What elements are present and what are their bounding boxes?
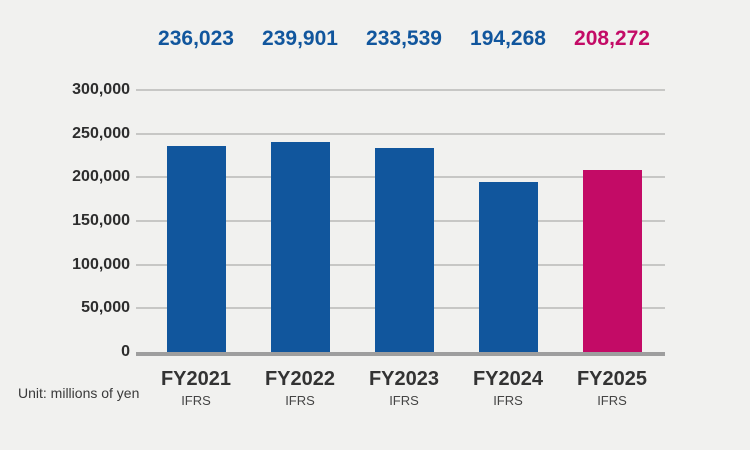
y-tick-label: 250,000 [72, 125, 130, 142]
bar-fy2023 [375, 148, 434, 352]
category-label-fy2022: FY2022 [264, 368, 336, 390]
category-label-fy2023: FY2023 [368, 368, 440, 390]
sublabel-fy2024: IFRS [493, 393, 523, 408]
category-label-fy2025: FY2025 [576, 368, 648, 390]
category-label-fy2021: FY2021 [160, 368, 232, 390]
unit-note-label: Unit: millions of yen [18, 385, 140, 401]
bar-fy2024 [479, 182, 538, 352]
bar-fy2021 [167, 146, 226, 352]
bar-fy2022 [271, 142, 330, 352]
x-axis-baseline [136, 352, 665, 356]
value-label-fy2023: 233,539 [366, 27, 442, 50]
y-tick-label: 0 [121, 343, 130, 360]
gridline [136, 89, 665, 91]
y-tick-label: 100,000 [72, 256, 130, 273]
value-label-fy2025: 208,272 [574, 27, 650, 50]
category-label-fy2024: FY2024 [472, 368, 544, 390]
y-tick-label: 150,000 [72, 212, 130, 229]
sublabel-fy2021: IFRS [181, 393, 211, 408]
plot-area [136, 89, 665, 352]
y-tick-label: 300,000 [72, 81, 130, 98]
bar-fy2025 [583, 170, 642, 352]
sublabel-fy2023: IFRS [389, 393, 419, 408]
value-label-fy2022: 239,901 [262, 27, 338, 50]
gridline [136, 133, 665, 135]
value-label-fy2021: 236,023 [158, 27, 234, 50]
y-tick-label: 50,000 [81, 299, 130, 316]
y-tick-label: 200,000 [72, 168, 130, 185]
value-label-fy2024: 194,268 [470, 27, 546, 50]
sublabel-fy2022: IFRS [285, 393, 315, 408]
sublabel-fy2025: IFRS [597, 393, 627, 408]
